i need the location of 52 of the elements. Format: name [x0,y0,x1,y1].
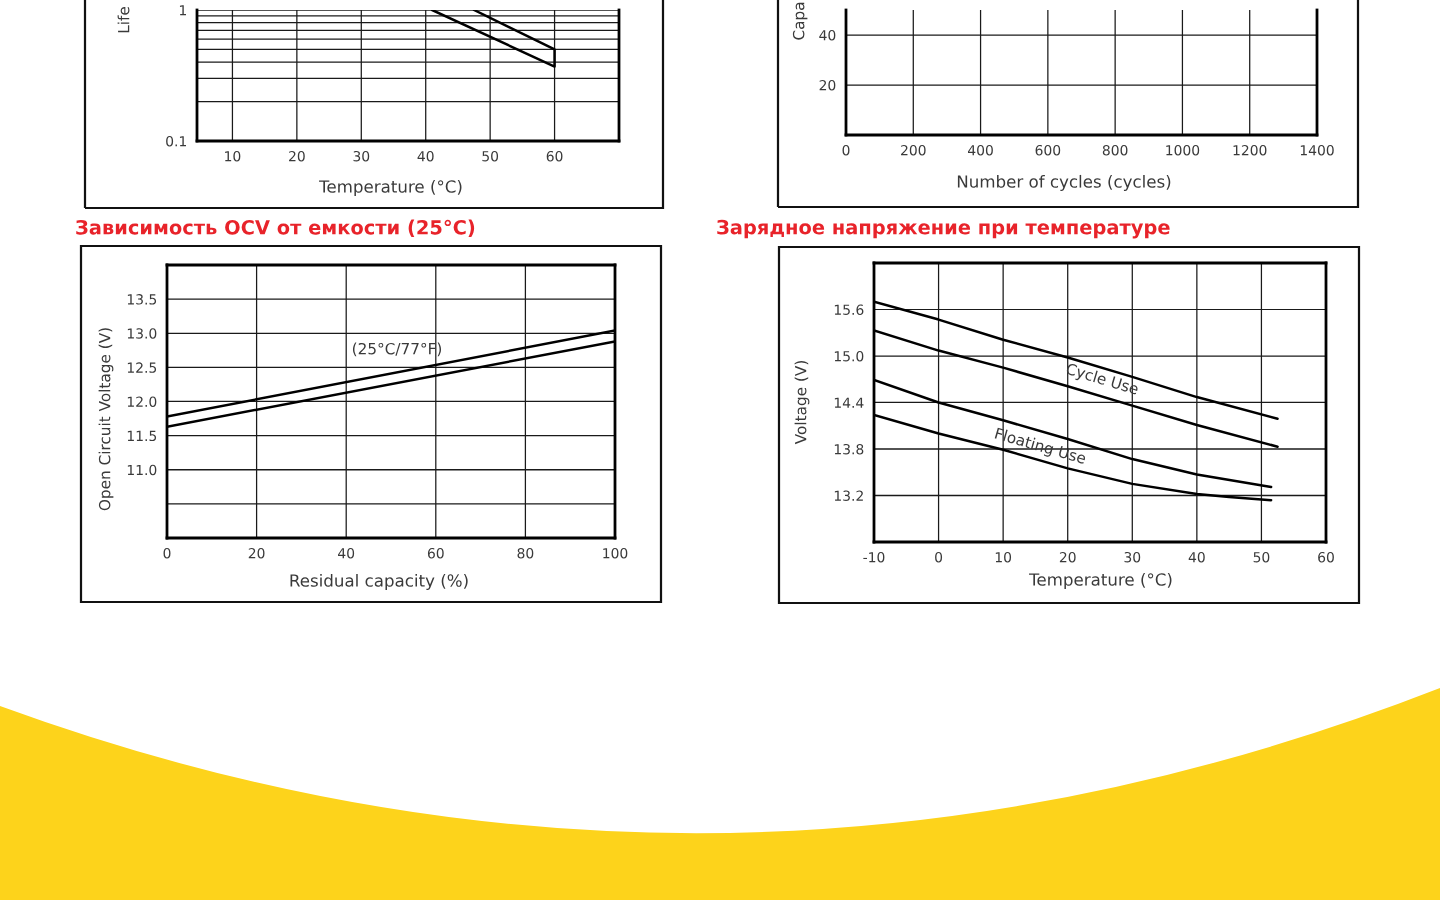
x-tick-label: -10 [863,551,885,563]
y-tick-label: 11.0 [127,464,157,476]
x-tick-label: 50 [1253,551,1270,563]
annotation: Cycle Use [1064,362,1140,398]
x-tick-label: 50 [482,150,499,162]
y-tick-label: 15.0 [834,350,864,362]
x-tick-label: 60 [546,150,563,162]
x-tick-label: 40 [417,150,434,162]
x-tick-label: 400 [968,144,993,156]
x-tick-label: 1000 [1166,144,1200,156]
y-tick-label: 1 [179,5,186,16]
x-tick-label: 1400 [1300,144,1334,156]
y-tick-label: 13.8 [834,443,864,455]
x-tick-label: 800 [1102,144,1128,156]
x-tick-label: 1200 [1233,144,1267,156]
x-tick-label: 0 [842,144,850,156]
x-tick-label: 60 [1318,551,1334,563]
x-tick-label: 60 [427,547,444,559]
x-tick-label: 200 [901,144,926,156]
x-tick-label: 40 [1188,551,1205,563]
y-tick-label: 15.6 [834,304,864,315]
y-tick-label: 12.5 [127,362,157,373]
y-tick-label: 11.5 [127,430,157,442]
y-tick-label: 0.1 [166,135,186,147]
y-tick-label: 13.5 [127,294,157,305]
y-tick-label: 12.0 [127,396,157,407]
x-axis-title: Temperature (°C) [1029,572,1172,590]
x-tick-label: 0 [163,547,171,559]
y-tick-label: 13.2 [834,490,863,501]
x-axis-title: Residual capacity (%) [290,573,468,591]
x-tick-label: 20 [1059,551,1076,563]
x-axis-title: Temperature (°C) [319,179,462,197]
x-tick-label: 100 [603,547,628,559]
y-axis-title: Open Circuit Voltage (V) [98,328,114,511]
x-tick-label: 40 [338,547,355,559]
chart-title: Зависимость OCV от емкости (25°C) [76,219,475,237]
x-tick-label: 10 [225,150,241,162]
x-tick-label: 30 [353,150,370,162]
y-tick-label: 14.4 [834,397,864,408]
y-axis-title: Voltage (V) [794,361,810,445]
x-tick-label: 0 [935,551,943,563]
y-axis-title: Capa [792,2,808,40]
x-tick-label: 10 [995,551,1012,563]
x-tick-label: 20 [289,150,305,162]
x-tick-label: 80 [517,547,534,559]
chart-title: Зарядное напряжение при температуре [717,219,1170,239]
x-tick-label: 30 [1124,551,1141,563]
y-tick-label: 13.0 [127,328,157,339]
y-axis-title: Life [117,7,130,33]
x-tick-label: 20 [248,547,265,559]
x-tick-label: 600 [1035,144,1061,156]
x-axis-title: Number of cycles (cycles) [957,174,1171,192]
